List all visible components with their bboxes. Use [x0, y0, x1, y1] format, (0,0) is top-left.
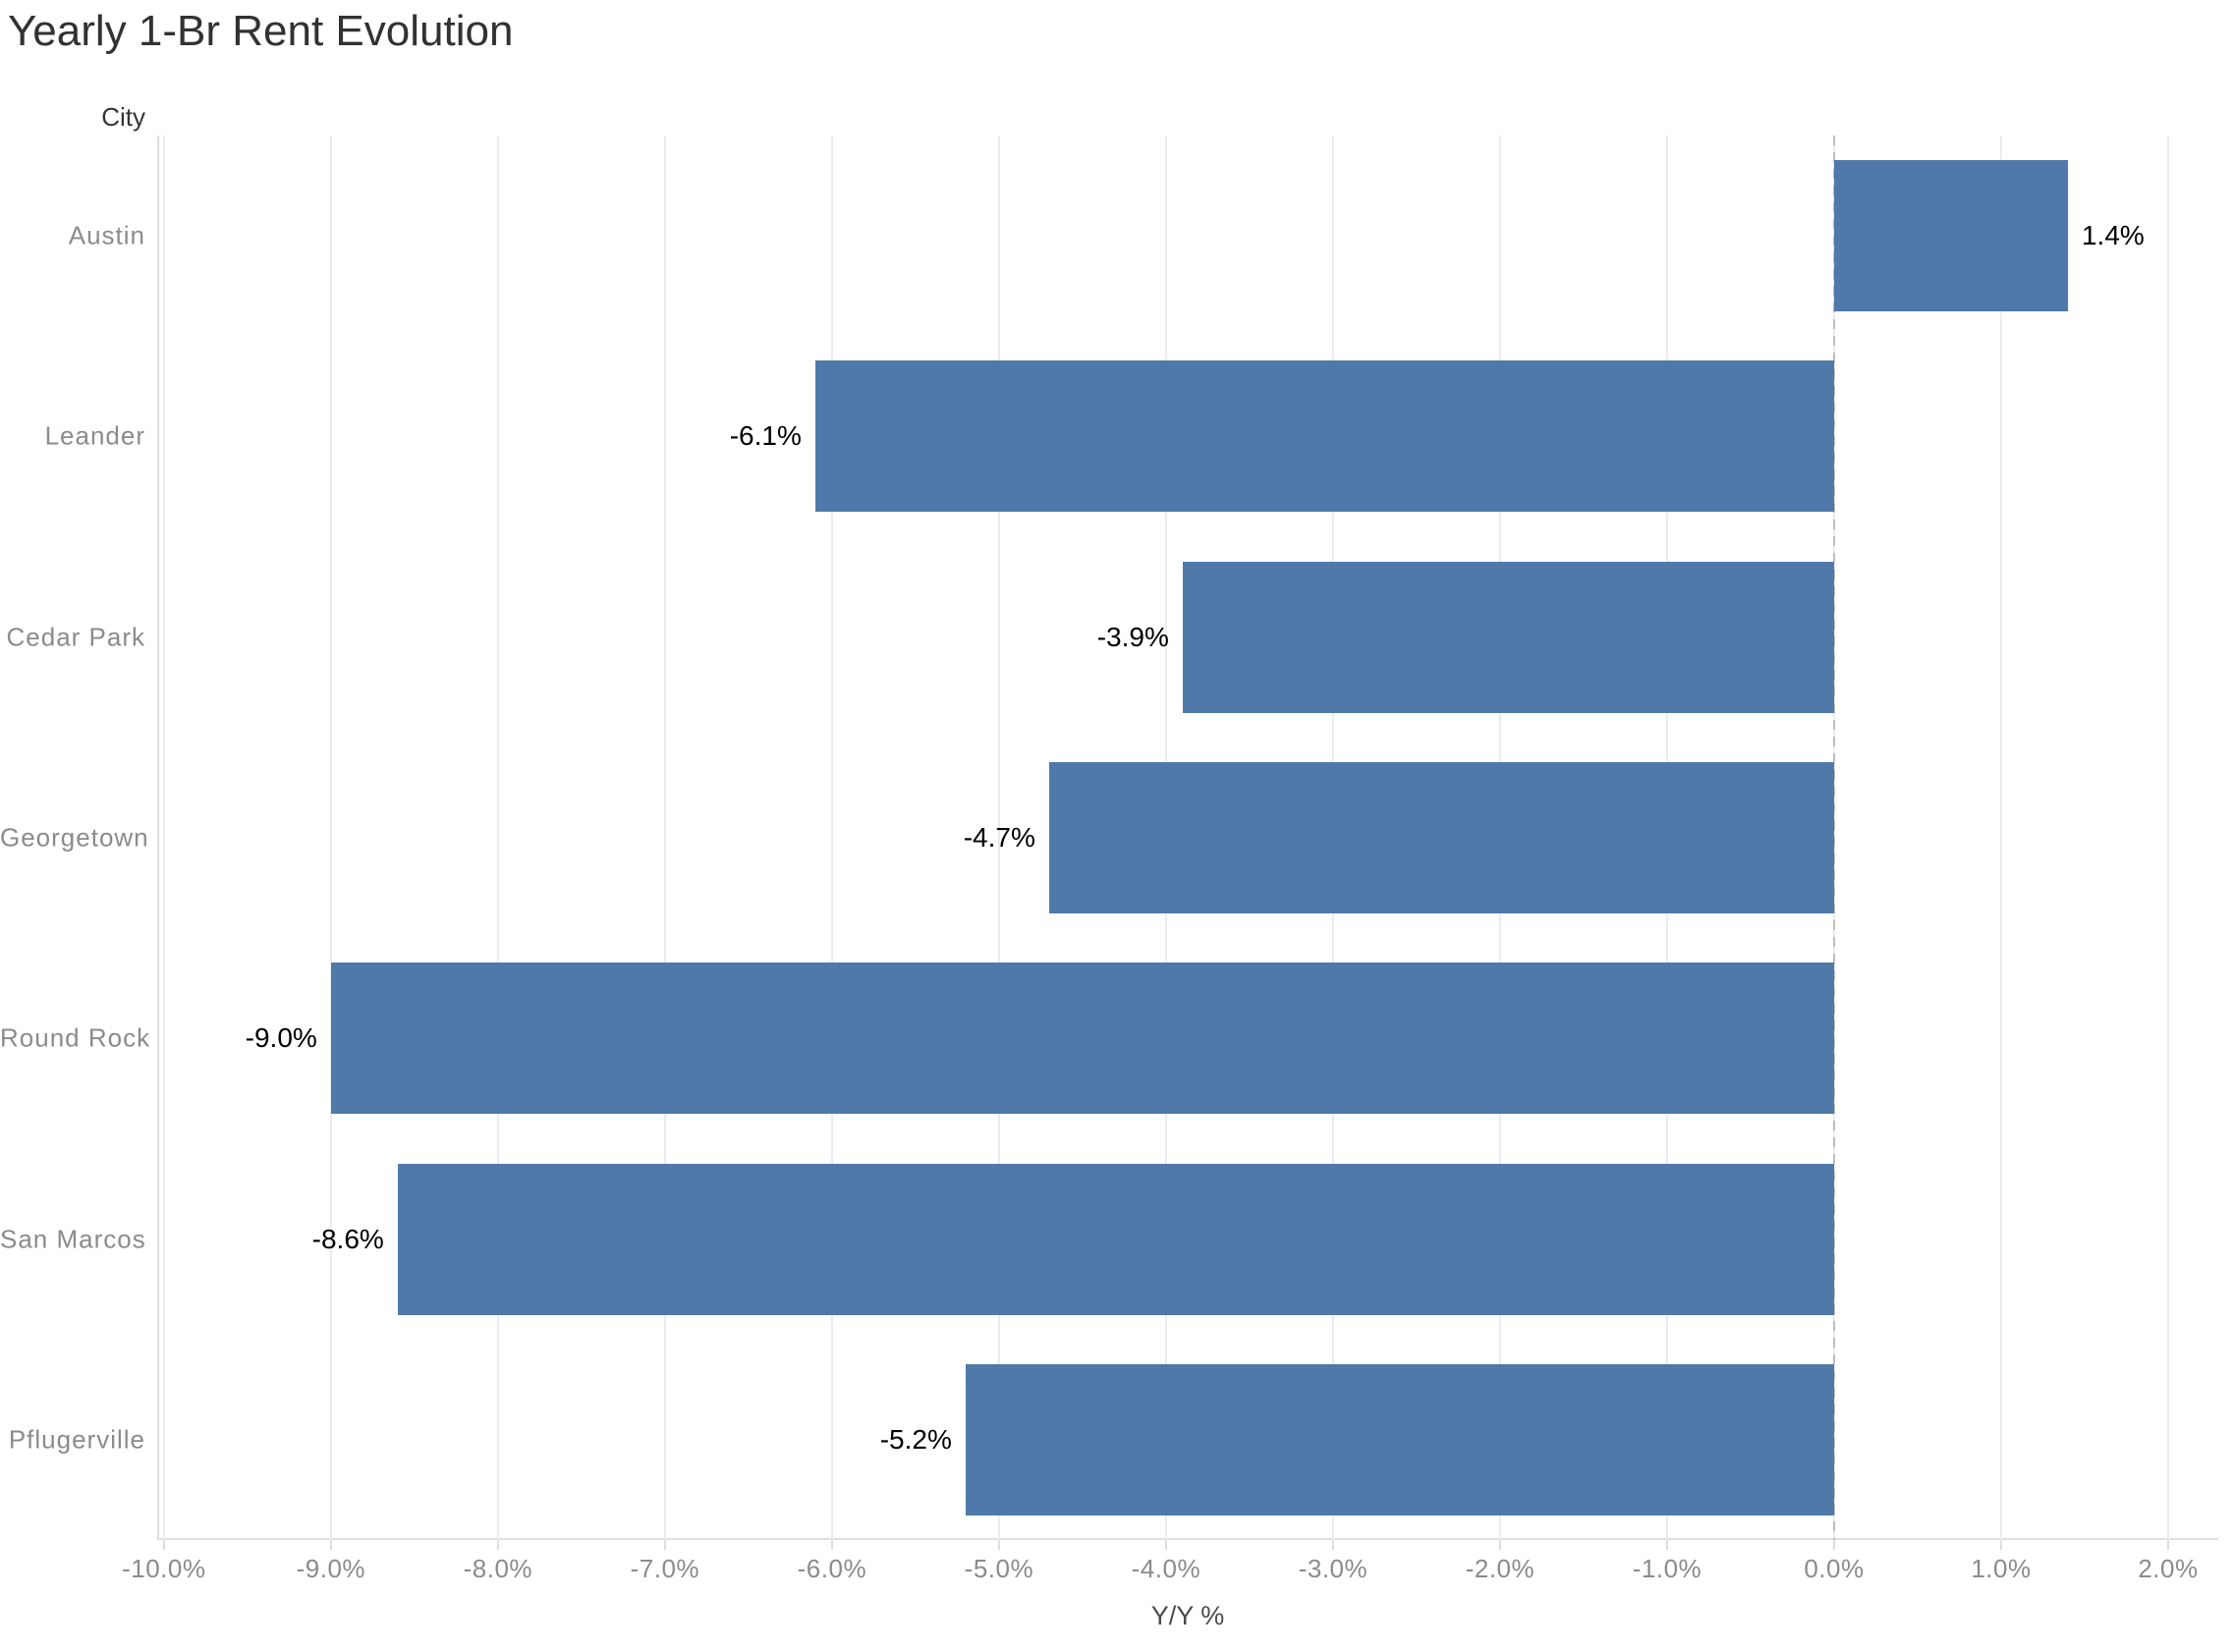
- bar-austin[interactable]: [1833, 160, 2068, 312]
- x-tick-label: -1.0%: [1632, 1554, 1702, 1583]
- y-tick-label-georgetown: Georgetown: [0, 822, 149, 853]
- bar-pflugerville[interactable]: [965, 1363, 1834, 1515]
- x-tick-mark: [663, 1540, 666, 1550]
- x-tick-label: 0.0%: [1804, 1554, 1865, 1583]
- y-tick-label-san-marcos: San Marcos: [0, 1224, 146, 1254]
- x-tick-mark: [1164, 1540, 1167, 1550]
- x-tick-mark: [496, 1540, 499, 1550]
- y-tick-label-round-rock: Round Rock: [0, 1022, 151, 1053]
- x-tick-label: -10.0%: [122, 1554, 206, 1583]
- y-tick-label-austin: Austin: [68, 220, 145, 250]
- x-tick-label: -2.0%: [1465, 1554, 1535, 1583]
- x-tick-mark: [1665, 1540, 1668, 1550]
- gridline: [496, 136, 499, 1540]
- x-tick-label: -8.0%: [463, 1554, 533, 1583]
- x-tick-label: -6.0%: [797, 1554, 867, 1583]
- x-tick-mark: [329, 1540, 332, 1550]
- bar-value-label-san-marcos: -8.6%: [311, 1223, 384, 1254]
- y-tick-label-leander: Leander: [44, 420, 145, 451]
- bar-value-label-round-rock: -9.0%: [245, 1022, 317, 1054]
- gridline: [663, 136, 666, 1540]
- x-tick-label: 1.0%: [1971, 1554, 2032, 1583]
- x-tick-mark: [1832, 1540, 1835, 1550]
- x-tick-mark: [830, 1540, 833, 1550]
- plot-area: [157, 136, 2218, 1540]
- gridline: [329, 136, 332, 1540]
- bar-round-rock[interactable]: [330, 963, 1834, 1115]
- bar-cedar-park[interactable]: [1182, 561, 1834, 713]
- x-tick-label: -7.0%: [630, 1554, 700, 1583]
- x-tick-mark: [162, 1540, 165, 1550]
- bar-value-label-georgetown: -4.7%: [963, 822, 1035, 853]
- bar-value-label-austin: 1.4%: [2081, 220, 2145, 251]
- gridline: [997, 136, 1000, 1540]
- bar-san-marcos[interactable]: [397, 1163, 1834, 1315]
- x-tick-mark: [2166, 1540, 2169, 1550]
- row-axis-title: City: [101, 102, 145, 132]
- x-tick-mark: [1498, 1540, 1501, 1550]
- x-axis-title: Y/Y %: [1150, 1601, 1225, 1630]
- x-tick-mark: [997, 1540, 1000, 1550]
- gridline: [1999, 136, 2002, 1540]
- x-tick-label: -4.0%: [1131, 1554, 1201, 1583]
- bar-leander[interactable]: [814, 360, 1834, 513]
- x-tick-mark: [1331, 1540, 1334, 1550]
- x-tick-label: 2.0%: [2138, 1554, 2199, 1583]
- x-tick-label: -3.0%: [1298, 1554, 1368, 1583]
- bar-georgetown[interactable]: [1048, 762, 1834, 913]
- bar-value-label-pflugerville: -5.2%: [879, 1423, 952, 1455]
- chart-title: Yearly 1-Br Rent Evolution: [8, 7, 514, 55]
- bar-value-label-cedar-park: -3.9%: [1096, 621, 1169, 652]
- x-tick-label: -5.0%: [964, 1554, 1034, 1583]
- gridline: [162, 136, 165, 1540]
- x-tick-label: -9.0%: [296, 1554, 366, 1583]
- zero-line: [1832, 136, 1835, 1540]
- gridline: [830, 136, 833, 1540]
- y-tick-label-cedar-park: Cedar Park: [6, 622, 145, 652]
- x-tick-mark: [1999, 1540, 2002, 1550]
- bar-value-label-leander: -6.1%: [729, 420, 802, 452]
- gridline: [2166, 136, 2169, 1540]
- y-tick-label-pflugerville: Pflugerville: [8, 1424, 145, 1455]
